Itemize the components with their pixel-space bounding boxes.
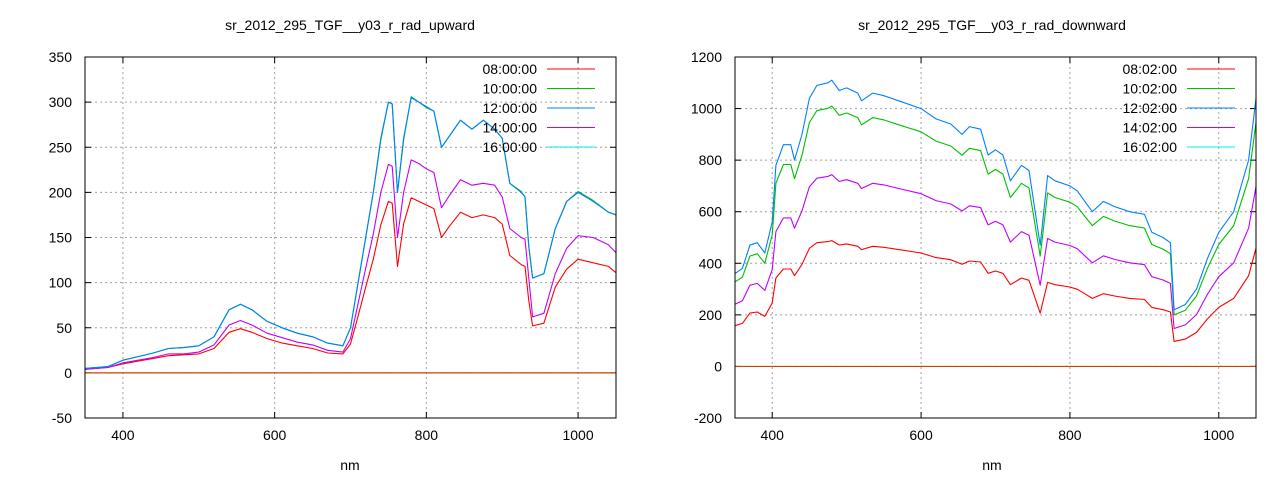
- legend-label: 14:00:00: [483, 120, 538, 136]
- y-tick-label: -200: [694, 410, 722, 426]
- y-tick-label: 400: [699, 255, 723, 271]
- series-line-08-02-00: [734, 240, 1257, 342]
- x-axis-label: nm: [982, 457, 1001, 473]
- y-tick-label: 1200: [691, 49, 722, 65]
- x-tick-label: 1000: [1203, 427, 1234, 443]
- series-line-08-00-00: [84, 197, 617, 370]
- legend-label: 12:00:00: [483, 100, 538, 116]
- chart-title: sr_2012_295_TGF__y03_r_rad_downward: [858, 17, 1126, 33]
- series-line-12-00-00: [84, 97, 617, 369]
- y-tick-label: 0: [714, 358, 722, 374]
- chart-title: sr_2012_295_TGF__y03_r_rad_upward: [225, 17, 475, 33]
- y-tick-label: -50: [52, 410, 72, 426]
- x-tick-label: 1000: [562, 427, 593, 443]
- y-tick-label: 0: [64, 365, 72, 381]
- x-axis-label: nm: [340, 457, 359, 473]
- plot-frame: [84, 56, 617, 419]
- legend-label: 08:02:00: [1123, 61, 1178, 77]
- x-tick-label: 400: [111, 427, 135, 443]
- x-tick-label: 400: [761, 427, 785, 443]
- x-tick-label: 800: [1058, 427, 1082, 443]
- series-line-14-00-00: [84, 159, 617, 370]
- y-tick-label: 200: [699, 307, 723, 323]
- y-tick-label: 50: [56, 320, 72, 336]
- y-tick-label: 150: [49, 230, 73, 246]
- series-line-12-02-00: [734, 79, 1257, 311]
- legend-label: 12:02:00: [1123, 100, 1178, 116]
- chart-upward: sr_2012_295_TGF__y03_r_rad_upward nm 400…: [49, 17, 617, 473]
- legend-label: 08:00:00: [483, 61, 538, 77]
- y-tick-label: 250: [49, 139, 73, 155]
- legend-label: 16:00:00: [483, 139, 538, 155]
- y-tick-label: 600: [699, 204, 723, 220]
- series-line-10-02-00: [734, 105, 1257, 316]
- x-tick-label: 600: [263, 427, 287, 443]
- legend-label: 10:00:00: [483, 81, 538, 97]
- y-tick-label: 100: [49, 275, 73, 291]
- legend-label: 10:02:00: [1123, 81, 1178, 97]
- x-tick-label: 600: [909, 427, 933, 443]
- legend-label: 16:02:00: [1123, 139, 1178, 155]
- y-tick-label: 800: [699, 152, 723, 168]
- y-tick-label: 300: [49, 94, 73, 110]
- legend-label: 14:02:00: [1123, 120, 1178, 136]
- series-line-14-02-00: [734, 174, 1257, 330]
- y-tick-label: 350: [49, 49, 73, 65]
- x-tick-label: 800: [415, 427, 439, 443]
- chart-downward: sr_2012_295_TGF__y03_r_rad_downward nm 4…: [691, 17, 1257, 473]
- plot-frame: [734, 56, 1257, 419]
- y-tick-label: 1000: [691, 101, 722, 117]
- y-tick-label: 200: [49, 184, 73, 200]
